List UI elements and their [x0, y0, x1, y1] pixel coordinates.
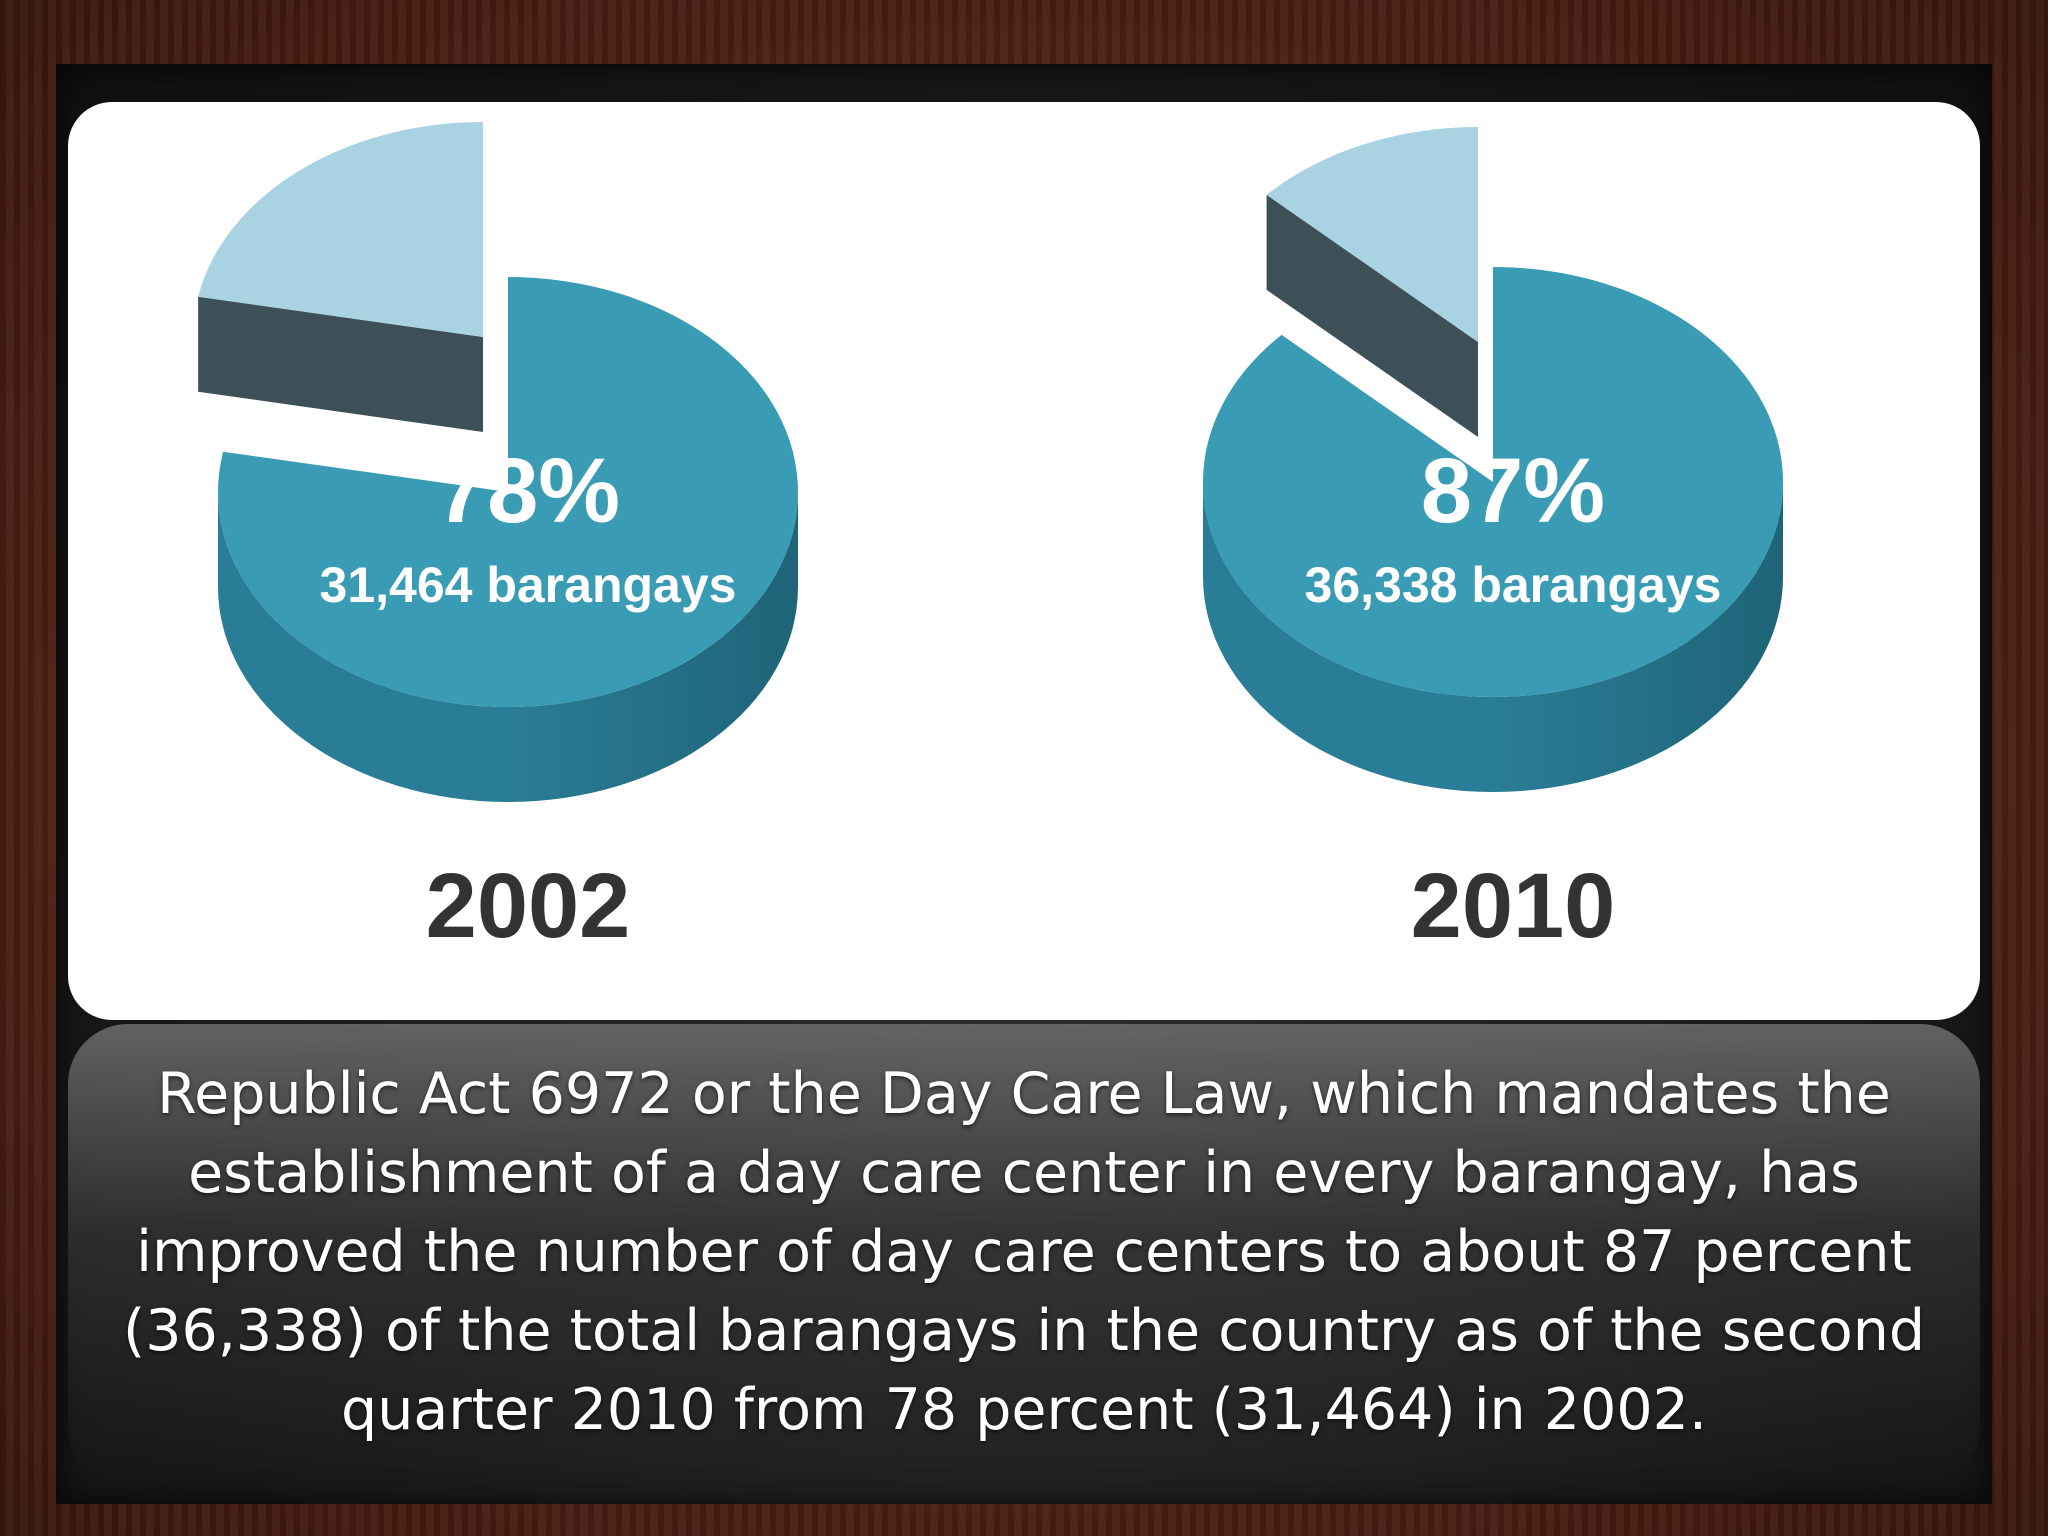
- chart-card: 78% 31,464 barangays 2002 87% 36,338 baranga…: [68, 102, 1980, 1020]
- pie-2002-percent-label: 78%: [436, 440, 620, 542]
- pie-2010-slice-main: [1202, 267, 1783, 697]
- pie-2010-slice-main-rim: [1203, 482, 1783, 792]
- pie-charts: 78% 31,464 barangays 2002 87% 36,338 baranga…: [198, 121, 1783, 957]
- caption-background: [68, 1024, 1980, 1488]
- slide-caption: Republic Act 6972 or the Day Care Law, w…: [122, 1061, 1926, 1443]
- pie-2002-year-label: 2002: [426, 855, 631, 957]
- pie-2002-slice-small: [198, 121, 483, 337]
- pie-2010-slice-small: [1266, 127, 1478, 342]
- pie-2010-percent-label: 87%: [1421, 440, 1605, 542]
- pie-2010-count-label: 36,338 barangays: [1305, 557, 1722, 613]
- pie-2002-slice-small-face: [198, 296, 483, 432]
- pie-2010-year-label: 2010: [1411, 855, 1616, 957]
- pie-2002-count-label: 31,464 barangays: [320, 557, 737, 613]
- pie-2002-slice-main-rim: [218, 492, 798, 802]
- pie-2010-slice-small-face: [1266, 194, 1478, 437]
- pie-2002-slice-main: [218, 277, 798, 707]
